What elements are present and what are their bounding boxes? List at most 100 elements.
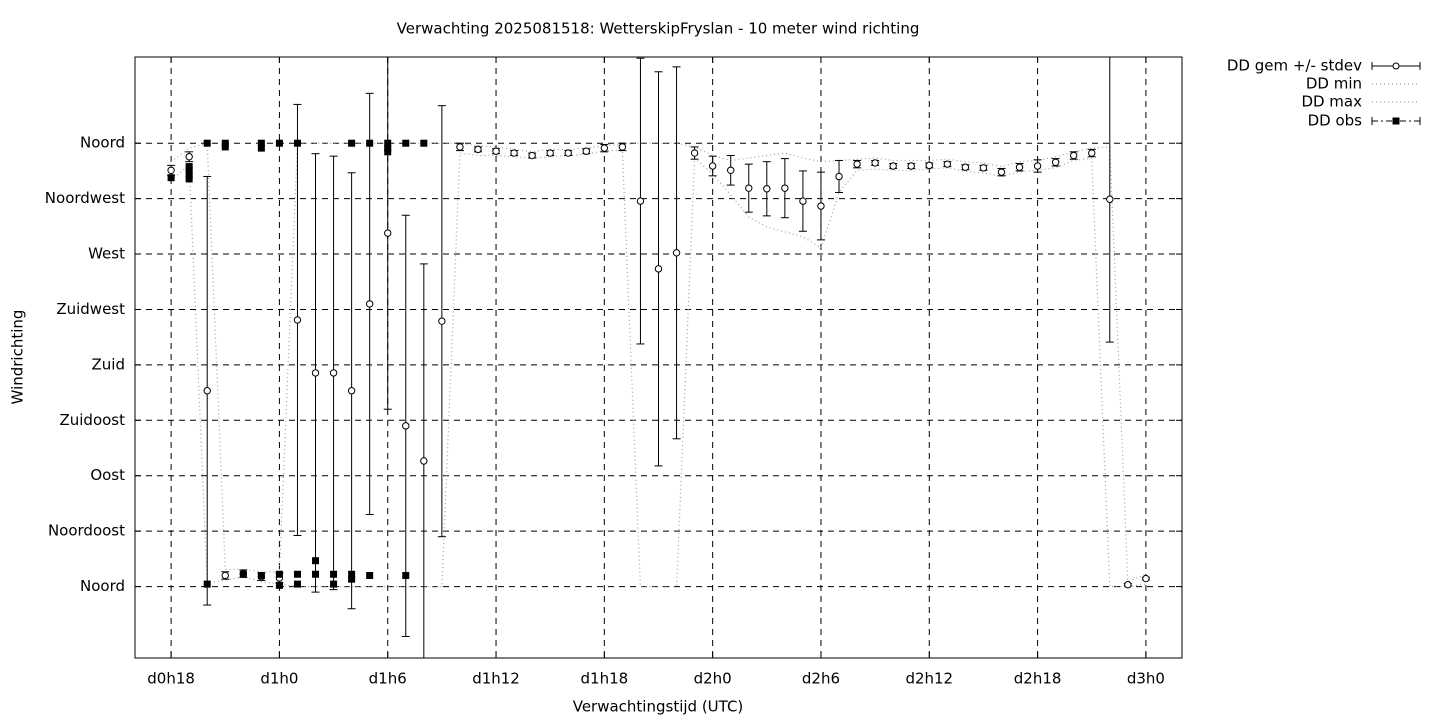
mean-point [727,166,735,175]
obs-point [293,570,301,578]
mean-point [311,369,320,377]
legend-label: DD min [1306,75,1362,93]
obs-point [312,557,320,565]
mean-point [925,161,933,170]
y-tick-label: Noordwest [45,189,125,207]
x-tick-label: d2h6 [802,670,840,688]
legend-label: DD gem +/- stdev [1227,57,1362,75]
mean-point [889,162,897,170]
mean-point [528,151,536,160]
obs-point [330,570,338,578]
obs-point [221,143,229,151]
legend-sample [1392,117,1400,125]
mean-point [708,162,717,170]
y-tick-label: Noord [80,134,125,152]
mean-point [402,422,410,430]
mean-point [438,317,446,325]
x-tick-label: d1h12 [472,670,520,688]
y-tick-label: Oost [90,466,125,484]
obs-point [366,571,374,579]
mean-point [546,149,554,157]
obs-point [167,174,175,182]
mean-point [329,369,338,377]
obs-point [348,139,356,147]
mean-point [420,457,428,465]
mean-point [293,316,302,324]
mean-point [943,160,952,168]
x-tick-label: d2h18 [1014,670,1062,688]
y-tick-label: Zuidwest [56,300,125,318]
chart-title: Verwachting 2025081518: WetterskipFrysla… [397,20,920,38]
mean-point [203,387,211,395]
x-tick-label: d2h0 [694,670,732,688]
mean-point [636,197,645,205]
mean-point [1088,149,1096,157]
obs-point [221,139,229,147]
mean-point [799,197,807,205]
obs-point [275,139,283,147]
y-axis-label: Windrichting [9,310,27,405]
obs-point [330,580,338,588]
obs-point [384,139,392,147]
obs-point [257,139,265,147]
mean-point [456,143,464,151]
y-tick-label: West [88,245,125,263]
legend-label: DD obs [1308,112,1363,130]
legend-sample [1392,62,1400,70]
mean-point [600,144,609,152]
x-tick-label: d3h0 [1127,670,1165,688]
y-tick-label: Noordoost [48,522,125,540]
mean-point [853,160,861,168]
x-tick-label: d1h18 [581,670,629,688]
obs-point [275,570,283,578]
mean-point [871,159,879,167]
x-tick-label: d0h18 [147,670,195,688]
obs-point [185,163,193,171]
obs-point [402,571,410,579]
mean-point [1106,195,1114,203]
obs-point [366,139,374,147]
obs-point [185,166,193,174]
plot-frame [134,56,1183,659]
x-tick-label: d1h6 [369,670,407,688]
mean-point [1124,581,1132,589]
mean-point [781,184,789,192]
obs-point [185,171,193,179]
y-tick-label: Noord [80,577,125,595]
mean-point [1015,163,1024,171]
x-axis-label: Verwachtingstijd (UTC) [573,698,744,716]
mean-point [582,147,590,155]
mean-point [167,166,175,175]
obs-point [293,580,301,588]
mean-point [907,162,915,170]
obs-point [312,570,320,578]
obs-point [275,581,283,589]
obs-point [402,139,410,147]
obs-point [203,580,211,588]
obs-point [348,575,356,583]
mean-point [221,571,229,580]
obs-point [239,570,247,578]
mean-point [961,163,970,171]
legend-label: DD max [1301,93,1362,111]
mean-point [564,149,572,157]
mean-point [690,149,699,157]
mean-point [185,153,193,161]
x-tick-label: d2h12 [905,670,953,688]
mean-point [618,143,627,151]
mean-point [1142,574,1150,583]
obs-point [293,139,301,147]
mean-point [817,202,825,210]
obs-point [257,144,265,152]
mean-point [1033,162,1042,170]
obs-point [185,175,193,183]
mean-point [835,172,843,181]
plot-area [167,57,1150,658]
mean-point [474,145,482,154]
mean-point [763,185,771,193]
mean-point [492,147,500,155]
x-tick-label: d1h0 [260,670,298,688]
mean-point [745,184,753,192]
mean-point [1051,158,1060,166]
